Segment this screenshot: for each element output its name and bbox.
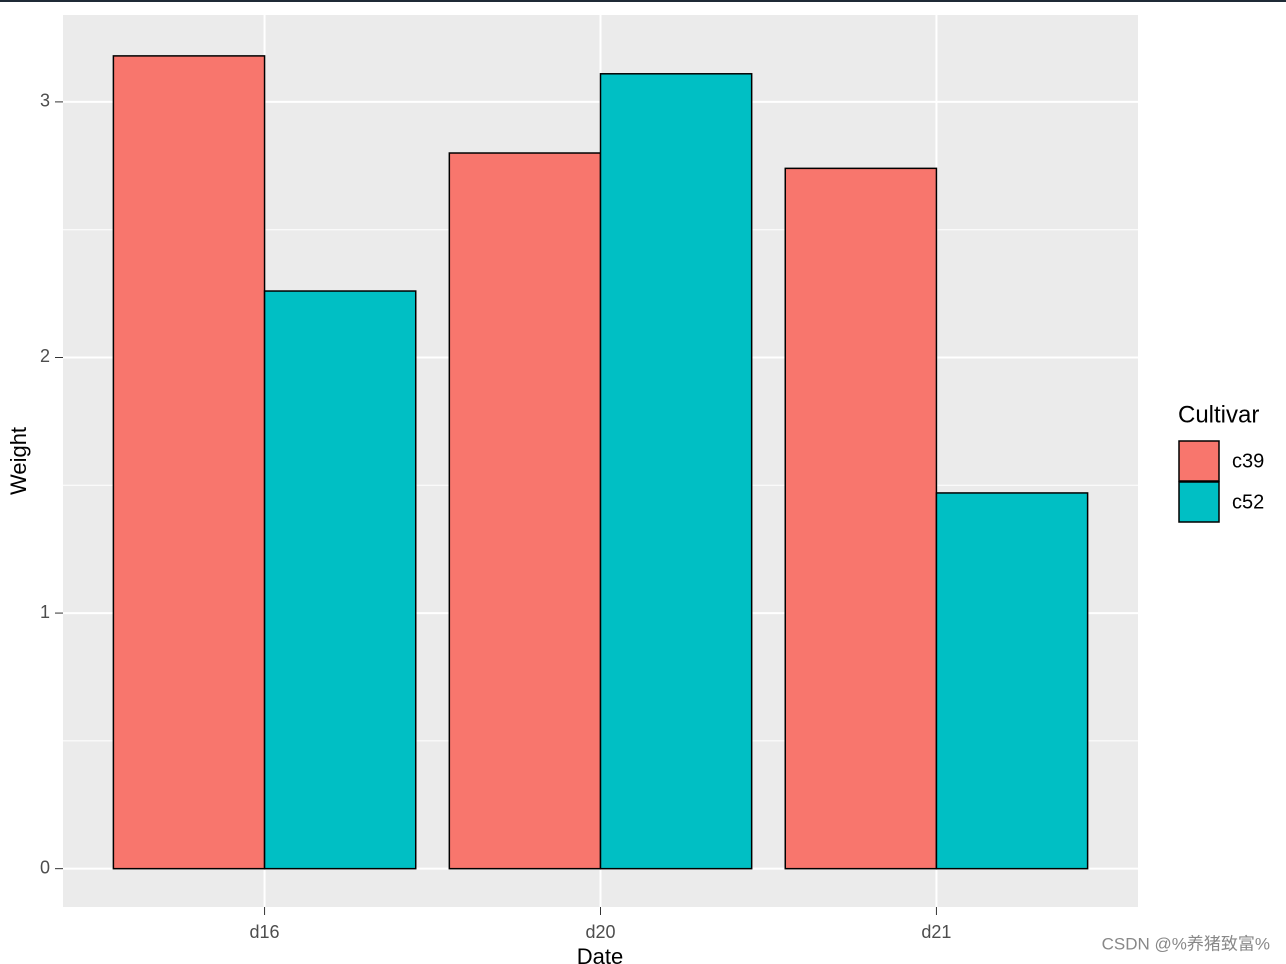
- bar: [448, 152, 602, 870]
- x-tick-label: d20: [585, 922, 615, 942]
- bar: [784, 167, 938, 870]
- bar: [599, 73, 753, 870]
- y-tick-label: 3: [40, 91, 50, 111]
- legend-title: Cultivar: [1178, 401, 1259, 428]
- legend-key: [1178, 481, 1220, 523]
- y-axis-title: Weight: [6, 427, 31, 495]
- legend-key: [1178, 440, 1220, 482]
- y-tick-label: 1: [40, 602, 50, 622]
- watermark: CSDN @%养猪致富%: [1102, 934, 1270, 953]
- bar: [112, 55, 266, 870]
- x-tick-label: d21: [921, 922, 951, 942]
- y-tick-label: 0: [40, 857, 50, 877]
- x-axis-title: Date: [577, 944, 623, 964]
- legend-label: c39: [1232, 450, 1264, 472]
- bar: [263, 290, 417, 870]
- window-border: [0, 0, 1286, 2]
- y-tick-label: 2: [40, 346, 50, 366]
- legend-label: c52: [1232, 491, 1264, 513]
- bar: [935, 492, 1089, 870]
- x-tick-label: d16: [250, 922, 280, 942]
